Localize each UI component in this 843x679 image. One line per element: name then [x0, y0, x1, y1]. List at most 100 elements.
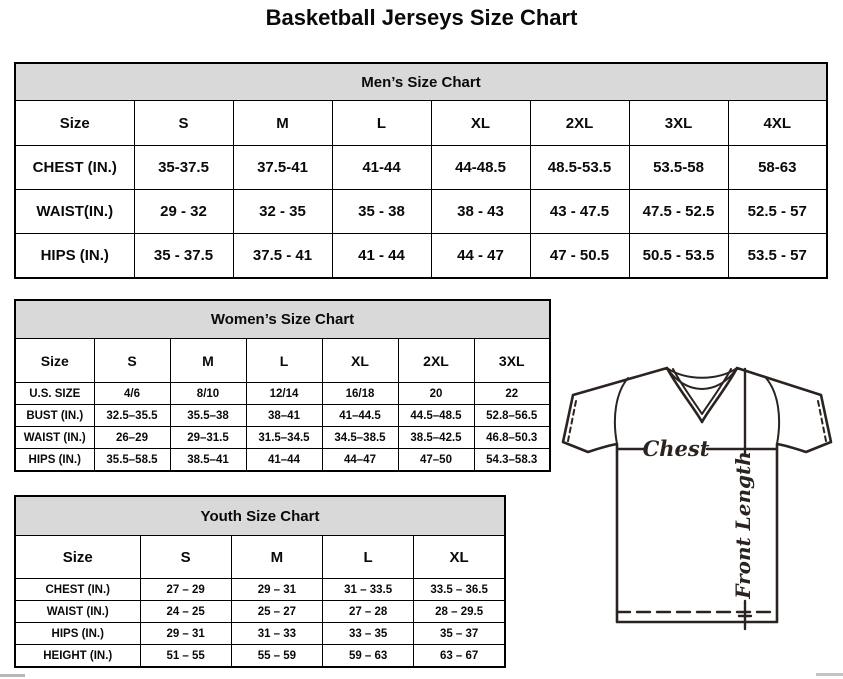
left-cuff-dashed-line	[567, 400, 577, 442]
row-label: BUST (IN.)	[14, 404, 95, 427]
size-value-cell: 35 - 37.5	[133, 233, 234, 279]
bottom-left-gray-strip	[0, 674, 25, 677]
mens-table-title: Men’s Size Chart	[14, 62, 828, 101]
size-value-cell: 27 – 29	[139, 578, 232, 601]
size-value-cell: 43 - 47.5	[529, 189, 630, 234]
table-row: CHEST (IN.) 27 – 29 29 – 31 31 – 33.5 33…	[14, 578, 506, 601]
womens-size-chart-table: Women’s Size Chart Size S M L XL 2XL 3XL…	[14, 299, 551, 472]
size-value-cell: 47–50	[397, 448, 475, 472]
size-value-cell: 29 - 32	[133, 189, 234, 234]
row-label: HEIGHT (IN.)	[14, 644, 141, 668]
column-header: M	[169, 338, 247, 383]
column-header: M	[232, 100, 333, 146]
size-value-cell: 41 - 44	[331, 233, 432, 279]
right-cuff-dashed-line	[817, 400, 827, 442]
row-label: U.S. SIZE	[14, 382, 95, 405]
jersey-outline	[561, 366, 833, 624]
size-value-cell: 29 – 31	[139, 622, 232, 645]
size-column-header: Size	[14, 338, 95, 383]
row-label: HIPS (IN.)	[14, 233, 135, 279]
size-value-cell: 38–41	[245, 404, 323, 427]
size-value-cell: 44-48.5	[430, 145, 531, 190]
table-row: WAIST(IN.) 29 - 32 32 - 35 35 - 38 38 - …	[14, 189, 828, 234]
size-value-cell: 35 – 37	[413, 622, 506, 645]
size-value-cell: 37.5-41	[232, 145, 333, 190]
size-value-cell: 53.5-58	[628, 145, 729, 190]
collar-arc-lower	[666, 367, 738, 390]
front-length-label: Front Length	[731, 451, 755, 600]
mens-size-chart-table: Men’s Size Chart Size S M L XL 2XL 3XL 4…	[14, 62, 828, 279]
table-caption-row: Women’s Size Chart	[14, 299, 551, 339]
youth-size-chart-table: Youth Size Chart Size S M L XL CHEST (IN…	[14, 495, 506, 668]
size-value-cell: 24 – 25	[139, 600, 232, 623]
size-value-cell: 38.5–42.5	[397, 426, 475, 449]
table-row: HEIGHT (IN.) 51 – 55 55 – 59 59 – 63 63 …	[14, 644, 506, 668]
size-value-cell: 31.5–34.5	[245, 426, 323, 449]
row-label: WAIST (IN.)	[14, 600, 141, 623]
row-label: HIPS (IN.)	[14, 622, 141, 645]
size-value-cell: 31 – 33.5	[321, 578, 415, 601]
size-value-cell: 8/10	[169, 382, 247, 405]
womens-table-title: Women’s Size Chart	[14, 299, 551, 339]
column-header: L	[331, 100, 432, 146]
size-value-cell: 54.3–58.3	[473, 448, 551, 472]
column-header: 3XL	[628, 100, 729, 146]
chest-label: Chest	[643, 436, 710, 461]
right-armhole-seam	[765, 377, 781, 445]
row-label: HIPS (IN.)	[14, 448, 95, 472]
jersey-measurement-diagram: Chest Front Length	[555, 355, 843, 645]
column-header: XL	[413, 535, 506, 579]
table-row: WAIST (IN.) 26–29 29–31.5 31.5–34.5 34.5…	[14, 426, 551, 449]
size-value-cell: 31 – 33	[230, 622, 324, 645]
collar-arc-upper	[666, 367, 738, 379]
youth-table-title: Youth Size Chart	[14, 495, 506, 536]
size-value-cell: 52.8–56.5	[473, 404, 551, 427]
size-value-cell: 46.8–50.3	[473, 426, 551, 449]
column-header: L	[245, 338, 323, 383]
size-column-header: Size	[14, 100, 135, 146]
size-value-cell: 35 - 38	[331, 189, 432, 234]
row-label: CHEST (IN.)	[14, 145, 135, 190]
column-header: 2XL	[529, 100, 630, 146]
column-header: S	[139, 535, 232, 579]
size-value-cell: 27 – 28	[321, 600, 415, 623]
size-value-cell: 50.5 - 53.5	[628, 233, 729, 279]
size-value-cell: 58-63	[727, 145, 828, 190]
size-value-cell: 41–44	[245, 448, 323, 472]
size-value-cell: 55 – 59	[230, 644, 324, 668]
size-value-cell: 47.5 - 52.5	[628, 189, 729, 234]
size-value-cell: 37.5 - 41	[232, 233, 333, 279]
size-value-cell: 44–47	[321, 448, 399, 472]
size-value-cell: 25 – 27	[230, 600, 324, 623]
row-label: WAIST (IN.)	[14, 426, 95, 449]
size-value-cell: 29 – 31	[230, 578, 324, 601]
bottom-right-gray-strip	[816, 673, 843, 676]
table-row: HIPS (IN.) 29 – 31 31 – 33 33 – 35 35 – …	[14, 622, 506, 645]
column-header: XL	[430, 100, 531, 146]
size-value-cell: 35.5–58.5	[93, 448, 171, 472]
size-value-cell: 26–29	[93, 426, 171, 449]
size-value-cell: 44 - 47	[430, 233, 531, 279]
size-value-cell: 20	[397, 382, 475, 405]
size-value-cell: 51 – 55	[139, 644, 232, 668]
size-value-cell: 52.5 - 57	[727, 189, 828, 234]
size-value-cell: 48.5-53.5	[529, 145, 630, 190]
size-value-cell: 59 – 63	[321, 644, 415, 668]
table-row: HIPS (IN.) 35 - 37.5 37.5 - 41 41 - 44 4…	[14, 233, 828, 279]
size-value-cell: 33.5 – 36.5	[413, 578, 506, 601]
size-value-cell: 34.5–38.5	[321, 426, 399, 449]
column-header: 3XL	[473, 338, 551, 383]
row-label: WAIST(IN.)	[14, 189, 135, 234]
page-title: Basketball Jerseys Size Chart	[265, 5, 578, 30]
table-header-row: Size S M L XL 2XL 3XL	[14, 338, 551, 383]
size-value-cell: 22	[473, 382, 551, 405]
size-value-cell: 33 – 35	[321, 622, 415, 645]
size-value-cell: 32.5–35.5	[93, 404, 171, 427]
column-header: XL	[321, 338, 399, 383]
size-value-cell: 47 - 50.5	[529, 233, 630, 279]
size-value-cell: 38 - 43	[430, 189, 531, 234]
table-row: BUST (IN.) 32.5–35.5 35.5–38 38–41 41–44…	[14, 404, 551, 427]
size-value-cell: 32 - 35	[232, 189, 333, 234]
size-value-cell: 63 – 67	[413, 644, 506, 668]
left-armhole-seam	[613, 377, 629, 445]
